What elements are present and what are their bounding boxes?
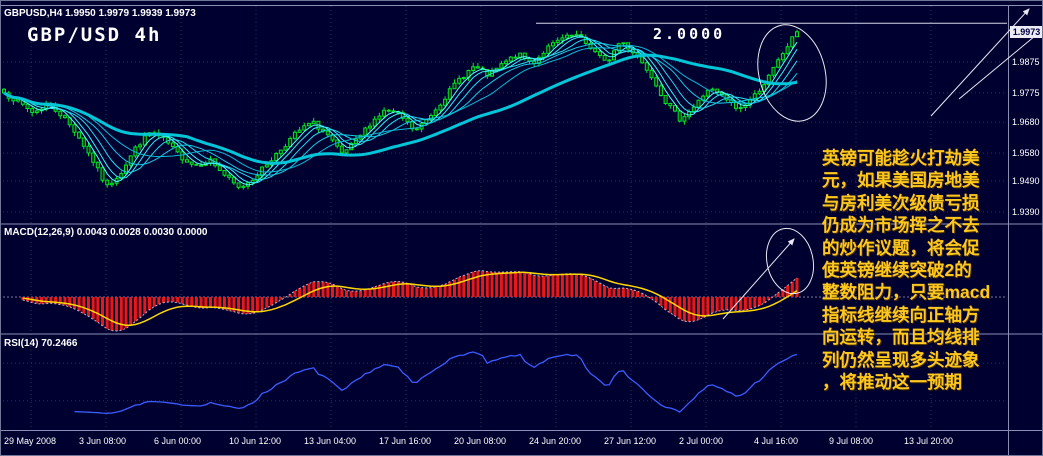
macd-signal-line xyxy=(22,271,798,326)
resistance-level-label: 2.0000 xyxy=(653,25,726,43)
time-axis-label: 4 Jul 16:00 xyxy=(754,436,799,446)
annotation-line: 指标线继续向正轴方 xyxy=(822,304,980,325)
annotation-line: 使英镑继续突破2的 xyxy=(822,260,972,281)
ma-ribbon-line xyxy=(3,36,798,184)
current-price-tag: 1.9973 xyxy=(1010,26,1042,38)
time-axis-label: 20 Jun 08:00 xyxy=(454,436,507,446)
annotation-line: 与房利美次级债亏损 xyxy=(822,192,980,213)
annotation-line: 列仍然呈现多头迹象 xyxy=(822,349,980,370)
ma-slow-line xyxy=(3,53,798,165)
chart-watermark-label: GBP/USD 4h xyxy=(27,24,162,46)
time-axis-label: 27 Jun 12:00 xyxy=(604,436,657,446)
price-axis-label: 1.9775 xyxy=(1012,88,1040,98)
ma-ribbon-line xyxy=(3,44,798,173)
annotation-line: 向运转，而且均线排 xyxy=(822,327,980,348)
macd-histogram xyxy=(21,270,799,331)
macd-arrow xyxy=(722,238,795,320)
rsi-indicator-title: RSI(14) 70.2466 xyxy=(4,338,78,349)
panel-separators xyxy=(1,5,1042,455)
time-axis-label: 17 Jun 16:00 xyxy=(379,436,432,446)
price-axis-label: 1.9875 xyxy=(1012,57,1040,67)
ma-ribbon-line xyxy=(3,35,798,186)
price-axis-label: 1.9490 xyxy=(1012,176,1040,186)
annotation-line: 的炒作议题，将会促 xyxy=(822,237,980,258)
time-axis-label: 13 Jun 04:00 xyxy=(304,436,357,446)
time-axis-label: 6 Jun 00:00 xyxy=(154,436,202,446)
grid xyxy=(3,6,1007,429)
rsi-panel[interactable] xyxy=(3,351,1007,414)
time-axis-label: 24 Jun 20:00 xyxy=(529,436,582,446)
breakout-ellipse xyxy=(757,24,827,122)
annotation-line: ，将推动这一预期 xyxy=(822,372,962,393)
annotation-line: 英镑可能趁火打劫美 xyxy=(822,148,980,168)
main-price-panel[interactable] xyxy=(2,22,1008,190)
symbol-ohlc-title: GBPUSD,H4 1.9950 1.9979 1.9939 1.9973 xyxy=(4,8,196,19)
price-axis-label: 1.9390 xyxy=(1012,207,1040,217)
price-axis-label: 1.9580 xyxy=(1012,148,1040,158)
time-axis-label: 2 Jul 00:00 xyxy=(679,436,724,446)
time-axis-label: 3 Jun 08:00 xyxy=(79,436,127,446)
annotation-text: 英镑可能趁火打劫美 元，如果美国房地美 与房利美次级债亏损 仍成为市场挥之不去 … xyxy=(822,147,1022,393)
time-axis-label: 29 May 2008 xyxy=(4,436,57,446)
ma-ribbon-line xyxy=(3,38,798,181)
macd-indicator-title: MACD(12,26,9) 0.0043 0.0028 0.0030 0.000… xyxy=(4,227,208,238)
time-axis-label: 10 Jun 12:00 xyxy=(229,436,282,446)
candle-wicks xyxy=(3,29,798,190)
ma-ribbon-line xyxy=(3,42,798,176)
macd-ellipse xyxy=(765,227,815,295)
time-axis-label: 9 Jul 08:00 xyxy=(829,436,874,446)
annotation-line: 仍成为市场挥之不去 xyxy=(822,215,980,236)
macd-panel[interactable] xyxy=(3,270,1007,332)
trend-arrow-2 xyxy=(958,30,1042,100)
annotation-line: 整数阻力，只要macd xyxy=(822,282,991,303)
price-axis-label: 1.9680 xyxy=(1012,117,1040,127)
annotation-line: 元，如果美国房地美 xyxy=(822,170,980,191)
time-axis-label: 13 Jul 20:00 xyxy=(904,436,954,446)
rsi-line xyxy=(74,351,798,414)
